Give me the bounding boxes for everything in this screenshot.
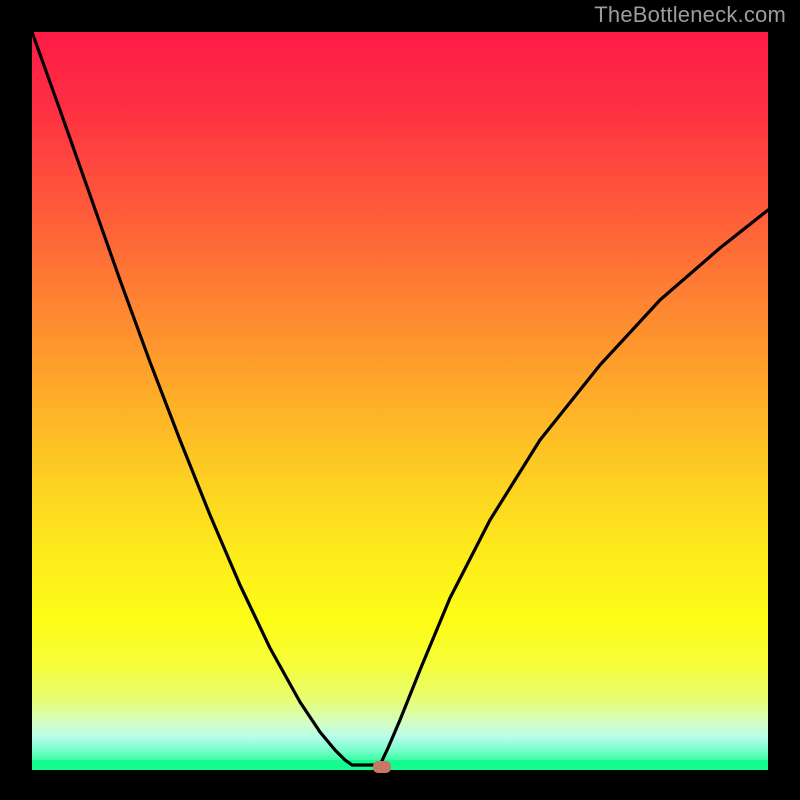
bottleneck-curve-chart <box>0 0 800 800</box>
plot-bottom-band <box>32 760 768 770</box>
chart-container: { "watermark": { "text": "TheBottleneck.… <box>0 0 800 800</box>
optimum-marker <box>373 761 391 773</box>
plot-background <box>32 32 768 770</box>
